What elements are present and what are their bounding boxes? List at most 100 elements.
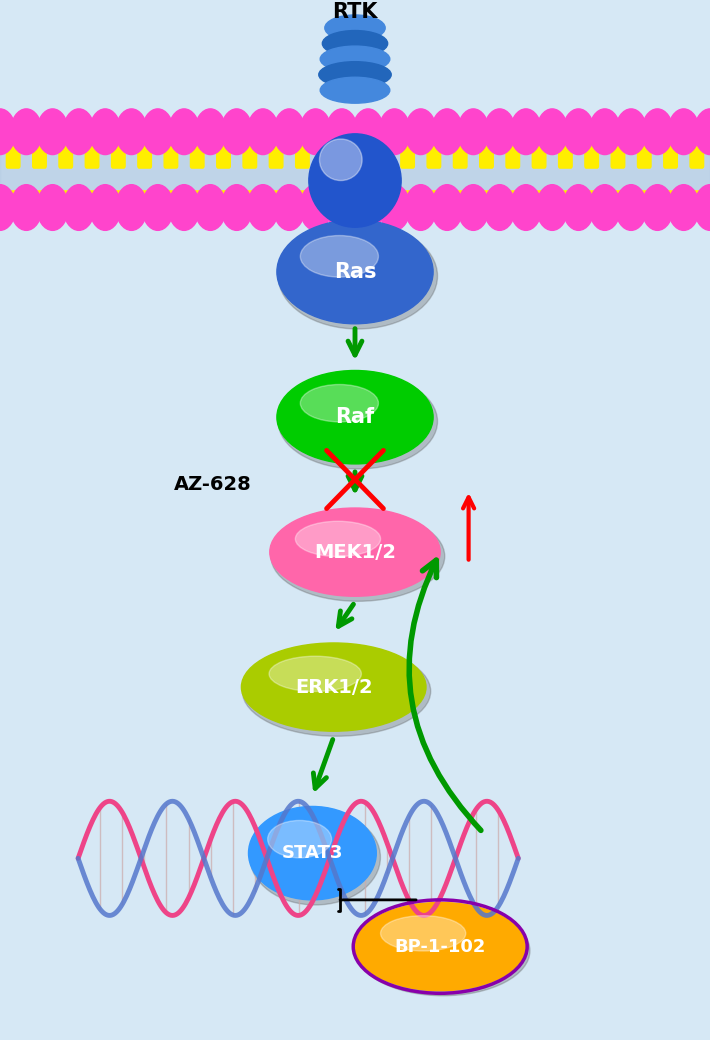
Ellipse shape [320, 77, 390, 103]
FancyBboxPatch shape [111, 146, 125, 168]
Ellipse shape [269, 656, 361, 692]
Ellipse shape [295, 521, 381, 556]
Ellipse shape [270, 508, 440, 596]
Circle shape [326, 185, 357, 230]
Ellipse shape [248, 806, 376, 900]
Circle shape [168, 185, 200, 230]
Circle shape [116, 109, 147, 155]
FancyBboxPatch shape [190, 146, 204, 168]
FancyBboxPatch shape [506, 191, 520, 214]
Circle shape [458, 185, 489, 230]
Circle shape [379, 109, 410, 155]
FancyBboxPatch shape [33, 191, 46, 214]
FancyBboxPatch shape [348, 191, 362, 214]
FancyBboxPatch shape [506, 146, 520, 168]
FancyBboxPatch shape [0, 133, 710, 208]
FancyBboxPatch shape [322, 191, 335, 214]
Circle shape [0, 185, 16, 230]
FancyBboxPatch shape [375, 146, 388, 168]
Circle shape [37, 109, 68, 155]
FancyBboxPatch shape [243, 146, 256, 168]
Text: STAT3: STAT3 [282, 844, 343, 862]
FancyBboxPatch shape [690, 191, 704, 214]
Circle shape [458, 109, 489, 155]
FancyBboxPatch shape [190, 191, 204, 214]
FancyBboxPatch shape [217, 146, 230, 168]
Ellipse shape [320, 46, 390, 72]
Ellipse shape [319, 61, 391, 87]
FancyBboxPatch shape [480, 146, 493, 168]
Circle shape [37, 185, 68, 230]
Circle shape [273, 109, 305, 155]
Text: MEK1/2: MEK1/2 [314, 543, 396, 562]
Circle shape [405, 185, 437, 230]
FancyBboxPatch shape [664, 191, 677, 214]
Circle shape [642, 109, 673, 155]
FancyBboxPatch shape [611, 146, 625, 168]
FancyBboxPatch shape [401, 146, 415, 168]
Text: RTK: RTK [332, 2, 378, 23]
Ellipse shape [278, 373, 437, 469]
Circle shape [432, 109, 463, 155]
FancyBboxPatch shape [559, 191, 572, 214]
Circle shape [247, 185, 278, 230]
FancyBboxPatch shape [690, 146, 704, 168]
FancyBboxPatch shape [59, 146, 72, 168]
Text: BP-1-102: BP-1-102 [395, 938, 486, 956]
Ellipse shape [322, 30, 388, 56]
FancyBboxPatch shape [6, 146, 20, 168]
Circle shape [589, 185, 621, 230]
FancyBboxPatch shape [638, 146, 651, 168]
FancyBboxPatch shape [217, 191, 230, 214]
Circle shape [694, 109, 710, 155]
FancyBboxPatch shape [138, 191, 151, 214]
FancyBboxPatch shape [638, 191, 651, 214]
Circle shape [300, 185, 331, 230]
FancyBboxPatch shape [111, 191, 125, 214]
Circle shape [89, 109, 121, 155]
Ellipse shape [309, 134, 401, 227]
Circle shape [168, 109, 200, 155]
Circle shape [405, 109, 437, 155]
Circle shape [484, 109, 515, 155]
Ellipse shape [268, 821, 332, 858]
Ellipse shape [241, 643, 426, 731]
FancyBboxPatch shape [33, 146, 46, 168]
Circle shape [221, 185, 252, 230]
Circle shape [379, 185, 410, 230]
Circle shape [300, 109, 331, 155]
FancyBboxPatch shape [585, 191, 599, 214]
Circle shape [616, 185, 647, 230]
Circle shape [537, 185, 568, 230]
FancyBboxPatch shape [322, 146, 335, 168]
Ellipse shape [356, 906, 530, 995]
FancyBboxPatch shape [295, 146, 309, 168]
Ellipse shape [271, 512, 444, 601]
FancyBboxPatch shape [164, 191, 178, 214]
Circle shape [432, 185, 463, 230]
Ellipse shape [381, 915, 466, 951]
FancyBboxPatch shape [85, 146, 99, 168]
Ellipse shape [278, 224, 437, 329]
FancyBboxPatch shape [59, 191, 72, 214]
FancyBboxPatch shape [85, 191, 99, 214]
Circle shape [484, 185, 515, 230]
Circle shape [63, 109, 94, 155]
Circle shape [510, 109, 542, 155]
FancyBboxPatch shape [243, 191, 256, 214]
FancyBboxPatch shape [611, 191, 625, 214]
Circle shape [142, 109, 173, 155]
FancyBboxPatch shape [269, 191, 283, 214]
Circle shape [11, 109, 42, 155]
Circle shape [63, 185, 94, 230]
Circle shape [326, 109, 357, 155]
Circle shape [195, 185, 226, 230]
Circle shape [195, 109, 226, 155]
Ellipse shape [277, 220, 433, 323]
Ellipse shape [250, 810, 381, 905]
Circle shape [668, 185, 699, 230]
Circle shape [353, 109, 384, 155]
Circle shape [0, 109, 16, 155]
Circle shape [694, 185, 710, 230]
FancyBboxPatch shape [427, 191, 441, 214]
